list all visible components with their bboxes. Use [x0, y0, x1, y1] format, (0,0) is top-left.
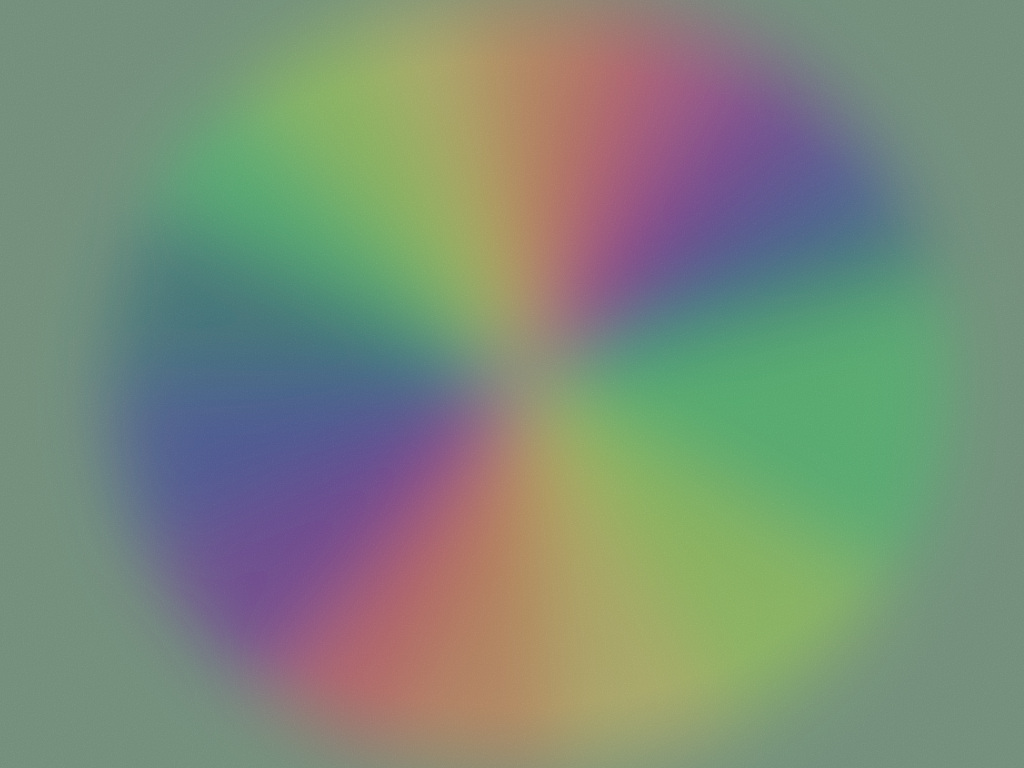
grain-overlay — [0, 0, 1024, 768]
swirl-image — [0, 0, 1024, 768]
swirl-canvas — [0, 0, 1024, 768]
